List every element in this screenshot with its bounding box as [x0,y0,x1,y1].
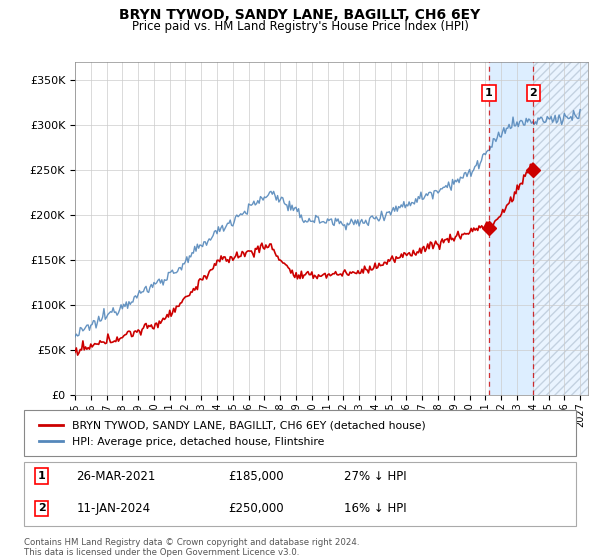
Text: 27% ↓ HPI: 27% ↓ HPI [344,470,407,483]
Text: BRYN TYWOD, SANDY LANE, BAGILLT, CH6 6EY: BRYN TYWOD, SANDY LANE, BAGILLT, CH6 6EY [119,8,481,22]
Text: 11-JAN-2024: 11-JAN-2024 [76,502,151,515]
Bar [533,62,588,395]
Text: 26-MAR-2021: 26-MAR-2021 [76,470,156,483]
Text: £185,000: £185,000 [228,470,284,483]
Text: 2: 2 [529,88,537,98]
Text: Contains HM Land Registry data © Crown copyright and database right 2024.
This d: Contains HM Land Registry data © Crown c… [24,538,359,557]
Text: 1: 1 [485,88,493,98]
Text: 1: 1 [38,471,46,481]
Text: 2: 2 [38,503,46,514]
FancyBboxPatch shape [24,462,576,526]
Bar [489,62,533,395]
Text: Price paid vs. HM Land Registry's House Price Index (HPI): Price paid vs. HM Land Registry's House … [131,20,469,32]
Text: 16% ↓ HPI: 16% ↓ HPI [344,502,407,515]
Text: £250,000: £250,000 [228,502,284,515]
Legend: BRYN TYWOD, SANDY LANE, BAGILLT, CH6 6EY (detached house), HPI: Average price, d: BRYN TYWOD, SANDY LANE, BAGILLT, CH6 6EY… [35,416,430,451]
FancyBboxPatch shape [24,410,576,456]
